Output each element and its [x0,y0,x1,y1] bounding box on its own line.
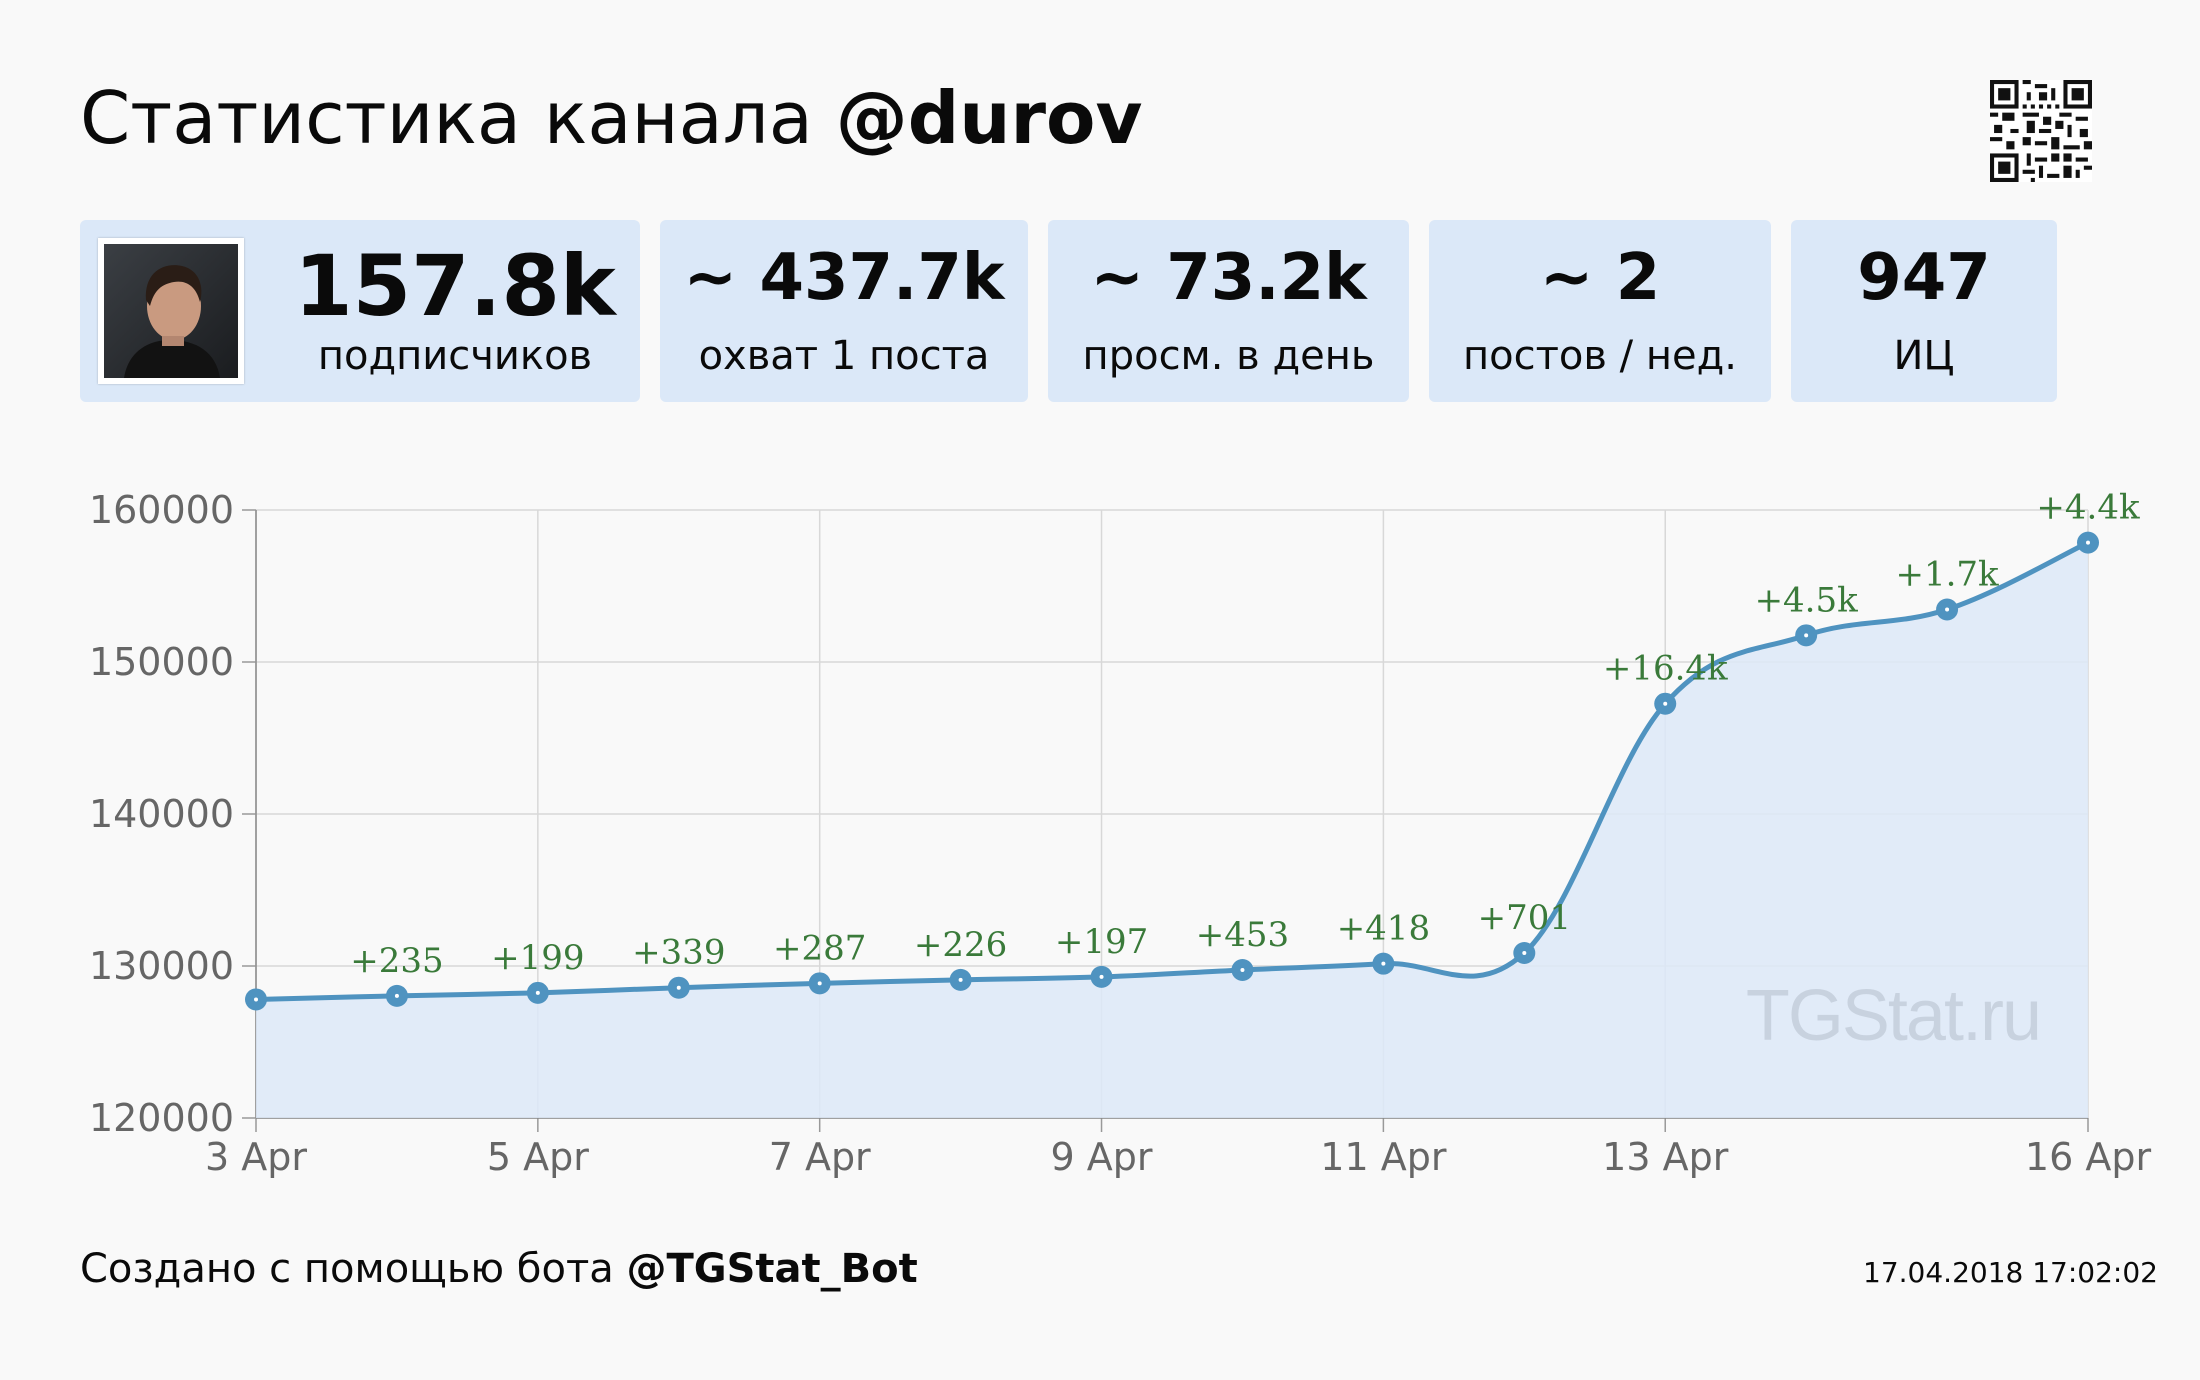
citation-index-label: ИЦ [1893,333,1955,379]
data-label: +339 [632,933,725,973]
data-label: +235 [350,941,443,981]
data-label: +16.4k [1603,649,1728,689]
data-point-center [1381,961,1386,966]
reach-value: ~ 437.7k [683,241,1005,315]
stat-subscribers: 157.8k подписчиков [80,220,640,402]
footer-prefix: Создано с помощью бота [80,1246,614,1292]
data-label: +418 [1337,909,1430,949]
data-point-center [1240,968,1245,973]
x-tick-label: 13 Apr [1602,1135,1729,1179]
stat-reach: ~ 437.7k охват 1 поста [660,220,1028,402]
reach-label: охват 1 поста [698,333,990,379]
citation-index-value: 947 [1857,241,1991,315]
avatar [98,238,244,384]
page-title: Статистика канала @durov [80,82,1142,154]
data-label: +453 [1196,915,1289,955]
daily-views-value: ~ 73.2k [1090,241,1367,315]
y-tick-label: 130000 [89,944,234,988]
data-label: +4.4k [2036,488,2140,528]
data-label: +199 [491,938,584,978]
x-tick-label: 16 Apr [2025,1135,2152,1179]
data-point-center [1522,951,1527,956]
data-point-center [1663,701,1668,706]
stat-citation-index: 947 ИЦ [1791,220,2057,402]
x-tick-label: 11 Apr [1320,1135,1447,1179]
data-point-center [2086,540,2090,545]
data-point-center [535,990,540,995]
x-tick-label: 5 Apr [487,1135,589,1179]
y-tick-label: 140000 [89,792,234,836]
data-label: +1.7k [1895,554,1999,594]
data-point-center [1945,607,1950,612]
qr-code-icon [1990,80,2092,182]
avatar-image [104,244,238,378]
y-tick-label: 150000 [89,640,234,684]
data-label: +197 [1055,922,1148,962]
data-label: +4.5k [1755,580,1859,620]
data-point-center [254,997,258,1002]
footer-bot-link[interactable]: @TGStat_Bot [626,1246,918,1292]
x-tick-label: 3 Apr [205,1135,307,1179]
y-tick-label: 160000 [89,488,234,532]
y-tick-label: 120000 [89,1096,234,1140]
posts-per-week-value: ~ 2 [1539,241,1661,315]
stat-daily-views: ~ 73.2k просм. в день [1048,220,1409,402]
data-label: +701 [1478,898,1571,938]
daily-views-label: просм. в день [1082,333,1375,379]
posts-per-week-label: постов / нед. [1462,333,1737,379]
data-point-center [958,977,963,982]
subscribers-value: 157.8k [294,237,616,335]
data-point-center [1099,974,1104,979]
data-point-center [817,981,822,986]
channel-name: @durov [835,76,1143,160]
data-label: +226 [914,925,1007,965]
subscribers-chart: 120000 130000 140000 150000 160000 3 Apr 5 Apr… [89,488,2152,1179]
x-tick-label: 7 Apr [769,1135,871,1179]
data-point-center [394,993,399,998]
data-label: +287 [773,928,866,968]
data-point-center [1804,633,1809,638]
subscribers-label: подписчиков [317,333,593,379]
footer-credit: Создано с помощью бота @TGStat_Bot [80,1246,918,1292]
series-area [256,542,2088,1118]
title-prefix: Статистика канала [80,76,813,160]
timestamp: 17.04.2018 17:02:02 [1863,1256,2158,1289]
x-tick-label: 9 Apr [1051,1135,1153,1179]
stat-posts-per-week: ~ 2 постов / нед. [1429,220,1771,402]
data-point-center [676,985,681,990]
